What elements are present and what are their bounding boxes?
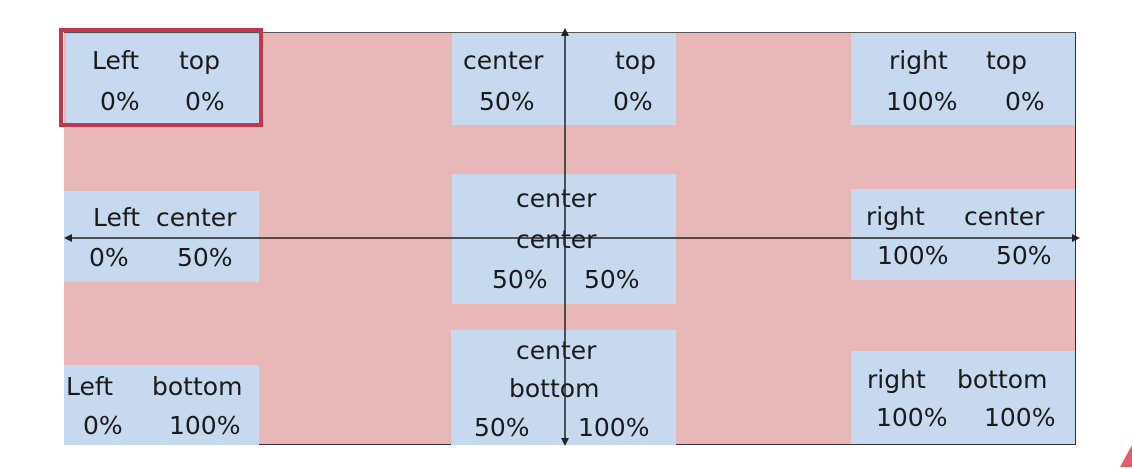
corner-triangle-icon: [1120, 445, 1132, 467]
value-left-bottom-x: 0%: [83, 411, 123, 440]
value-right-bottom-x: 100%: [876, 403, 948, 432]
horizontal-arrow-left: [64, 234, 72, 242]
value-center-bottom-x: 50%: [474, 413, 530, 442]
vertical-arrow-top: [561, 28, 569, 36]
label-left-center-y: center: [156, 203, 237, 232]
value-right-top-x: 100%: [886, 87, 958, 116]
label-right-bottom-y: bottom: [957, 365, 1048, 394]
label-right-center-y: center: [964, 202, 1045, 231]
value-right-center-x: 100%: [877, 241, 949, 270]
value-center-center-y: 50%: [584, 265, 640, 294]
box-left-top: Left top 0% 0%: [66, 34, 260, 124]
value-right-center-y: 50%: [996, 241, 1052, 270]
label-right-center-x: right: [866, 202, 925, 231]
box-center-top: center top 50% 0%: [452, 33, 676, 125]
value-right-bottom-y: 100%: [984, 403, 1056, 432]
box-left-bottom: Left bottom 0% 100%: [64, 365, 259, 445]
highlight-left-top: [59, 28, 263, 127]
horizontal-arrow-right: [1072, 234, 1080, 242]
value-right-top-y: 0%: [1005, 87, 1045, 116]
value-left-center-y: 50%: [177, 243, 233, 272]
label-center-bottom-y: bottom: [509, 374, 600, 403]
label-left-bottom-y: bottom: [152, 372, 243, 401]
label-right-bottom-x: right: [867, 365, 926, 394]
value-left-top-x: 0%: [100, 87, 140, 116]
label-center-top-y: top: [615, 46, 656, 75]
value-center-top-x: 50%: [479, 87, 535, 116]
label-center-center-y: center: [516, 225, 597, 254]
box-right-top: right top 100% 0%: [851, 33, 1075, 125]
value-center-bottom-y: 100%: [578, 413, 650, 442]
value-center-top-y: 0%: [613, 87, 653, 116]
value-left-bottom-y: 100%: [169, 411, 241, 440]
value-left-top-y: 0%: [185, 87, 225, 116]
box-center-center: center center 50% 50%: [452, 174, 676, 304]
label-right-top-x: right: [889, 46, 948, 75]
label-left-center-x: Left: [93, 203, 141, 232]
value-left-center-x: 0%: [89, 243, 129, 272]
label-left-top-x: Left: [92, 46, 140, 75]
label-left-top-y: top: [179, 46, 220, 75]
label-center-top-x: center: [463, 46, 544, 75]
box-right-center: right center 100% 50%: [851, 189, 1075, 280]
label-right-top-y: top: [986, 46, 1027, 75]
box-center-bottom: center bottom 50% 100%: [451, 330, 676, 445]
box-right-bottom: right bottom 100% 100%: [851, 351, 1075, 444]
vertical-arrow-bottom: [561, 438, 569, 446]
label-center-bottom-x: center: [516, 336, 597, 365]
value-center-center-x: 50%: [492, 265, 548, 294]
box-left-center: Left center 0% 50%: [64, 191, 259, 282]
label-center-center-x: center: [516, 184, 597, 213]
label-left-bottom-x: Left: [66, 372, 114, 401]
